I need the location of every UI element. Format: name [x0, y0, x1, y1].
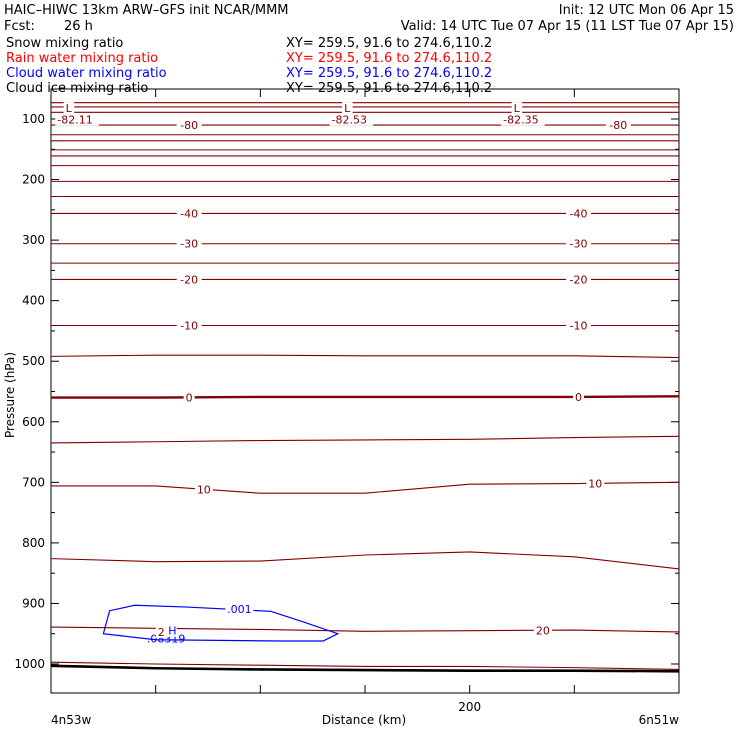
isotherm-label: -30	[180, 238, 198, 251]
isotherm-label: 10	[197, 483, 211, 496]
plot-frame	[50, 88, 680, 694]
cloud-water-label: .001	[227, 603, 252, 616]
field-cloud-water-xy: XY= 259.5, 91.6 to 274.6,110.2	[286, 66, 492, 81]
field-rain-name: Rain water mixing ratio	[6, 51, 158, 66]
cloud-water-contour	[102, 604, 340, 642]
annotation-bg	[166, 624, 177, 637]
isotherm-label-bg	[566, 319, 592, 332]
isotherm-label-bg	[573, 390, 585, 403]
x-axis-label: Distance (km)	[322, 713, 406, 727]
annotation-bg	[342, 102, 353, 115]
isotherm-label: -40	[180, 207, 198, 220]
y-tick-label: 400	[22, 294, 45, 308]
isotherm-label: 0	[186, 391, 193, 404]
y-tick-label: 600	[22, 415, 45, 429]
annotation-bg	[55, 113, 99, 126]
annotation-label: L	[66, 102, 73, 115]
annotation-label: L	[344, 102, 351, 115]
x-tick-label: 200	[458, 700, 481, 714]
isotherm-label-bg	[176, 119, 202, 132]
header-fcst-label: Fcst:	[4, 19, 35, 34]
isotherm-line	[50, 551, 680, 570]
isotherm-label-bg	[566, 207, 592, 220]
field-snow-xy: XY= 259.5, 91.6 to 274.6,110.2	[286, 36, 492, 51]
isotherm-label: -20	[180, 273, 198, 286]
isotherm-line	[51, 481, 680, 494]
isotherm-label-bg	[605, 119, 631, 132]
x-axis-ticks: 200	[50, 89, 680, 714]
isotherm-label-bg	[183, 391, 195, 404]
isotherm-label: 10	[588, 477, 602, 490]
isotherm-label-bg	[176, 273, 202, 286]
header-valid: Valid: 14 UTC Tue 07 Apr 15 (11 LST Tue …	[401, 19, 734, 34]
annotation-label: -82.35	[503, 114, 538, 127]
isotherm-label-bg	[176, 207, 202, 220]
isotherm-label-bg	[533, 624, 552, 637]
annotation-bg	[63, 102, 75, 115]
x-end-label: 6n51w	[639, 713, 680, 727]
field-snow-name: Snow mixing ratio	[6, 36, 123, 51]
y-tick-label: 200	[22, 173, 45, 187]
y-axis-label: Pressure (hPa)	[3, 352, 17, 438]
cloud-water-label-bg	[225, 602, 254, 615]
y-tick-label: 700	[22, 475, 45, 489]
isotherm-label: -40	[570, 207, 588, 220]
annotation-label: -82.11	[57, 114, 92, 127]
y-tick-label: 1000	[14, 657, 45, 671]
field-legend: Snow mixing ratio XY= 259.5, 91.6 to 274…	[6, 36, 492, 96]
cloud-water-layer: .001.08319	[102, 602, 340, 646]
annotation-label: -82.53	[332, 114, 367, 127]
y-tick-label: 500	[22, 354, 45, 368]
isotherm-label-bg	[176, 237, 202, 250]
isotherm-label-bg	[566, 273, 592, 286]
isotherm-label: -30	[570, 238, 588, 251]
annotation-label: 2	[158, 626, 165, 639]
y-tick-label: 800	[22, 536, 45, 550]
isotherm-label: -80	[180, 119, 198, 132]
isotherm-label: -10	[570, 319, 588, 332]
isotherm-label: -10	[180, 319, 198, 332]
isotherm-line	[50, 435, 680, 444]
annotation-label: L	[514, 102, 521, 115]
annotations-layer: L-82.11L-82.53L-82.352 H	[55, 102, 545, 639]
header-title: HAIC–HIWC 13km ARW–GFS init NCAR/MMM	[4, 3, 289, 18]
isotherm-line	[51, 395, 680, 399]
isotherm-line	[50, 354, 680, 359]
isotherm-label-bg	[194, 483, 213, 496]
isotherm-label-bg	[586, 477, 605, 490]
isotherm-label: 0	[575, 391, 582, 404]
annotation-bg	[155, 625, 167, 638]
field-rain-xy: XY= 259.5, 91.6 to 274.6,110.2	[286, 51, 492, 66]
isotherm-label: -20	[570, 273, 588, 286]
annotation-bg	[511, 102, 523, 115]
isotherm-label: -80	[609, 119, 627, 132]
isotherm-line	[50, 626, 680, 633]
annotation-bg	[501, 113, 545, 126]
isotherm-line	[50, 661, 680, 670]
annotation-bg	[329, 113, 374, 126]
annotation-label: H	[168, 625, 176, 638]
ground-line	[50, 664, 680, 673]
isotherm-label-bg	[566, 237, 592, 250]
x-start-label: 4n53w	[51, 713, 92, 727]
y-tick-label: 100	[22, 112, 45, 126]
isotherms-layer: -80 -80 -40 -40 -30 -30 -20 -20 -10 -10 0 0 10 10 20	[50, 102, 680, 673]
y-tick-label: 900	[22, 596, 45, 610]
field-cloud-water-name: Cloud water mixing ratio	[6, 66, 167, 81]
isotherm-label-bg	[176, 319, 202, 332]
isotherm-label: 20	[536, 624, 550, 637]
header-fcst-value: 26 h	[64, 19, 93, 34]
y-tick-label: 300	[22, 233, 45, 247]
header-init: Init: 12 UTC Mon 06 Apr 15	[559, 3, 734, 18]
